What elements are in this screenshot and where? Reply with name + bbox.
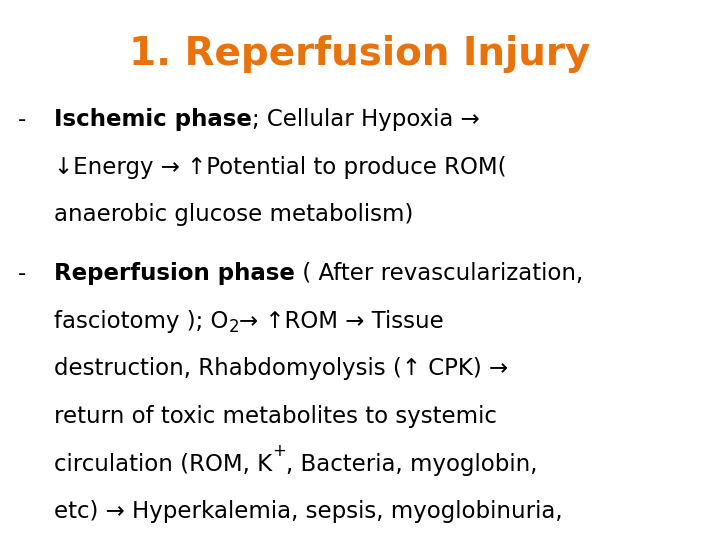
Text: 1. Reperfusion Injury: 1. Reperfusion Injury	[130, 35, 590, 73]
Text: return of toxic metabolites to systemic: return of toxic metabolites to systemic	[54, 405, 497, 428]
Text: ; Cellular Hypoxia →: ; Cellular Hypoxia →	[252, 108, 480, 131]
Text: ( After revascularization,: ( After revascularization,	[295, 262, 583, 286]
Text: Reperfusion phase: Reperfusion phase	[54, 262, 295, 286]
Text: anaerobic glucose metabolism): anaerobic glucose metabolism)	[54, 203, 413, 226]
Text: -: -	[18, 108, 26, 131]
Text: +: +	[272, 442, 286, 460]
Text: fasciotomy ); O: fasciotomy ); O	[54, 310, 228, 333]
Text: ↓Energy → ↑Potential to produce ROM(: ↓Energy → ↑Potential to produce ROM(	[54, 156, 507, 179]
Text: → ↑ROM → Tissue: → ↑ROM → Tissue	[239, 310, 444, 333]
Text: 2: 2	[228, 318, 239, 336]
Text: -: -	[18, 262, 26, 286]
Text: destruction, Rhabdomyolysis (↑ CPK) →: destruction, Rhabdomyolysis (↑ CPK) →	[54, 357, 508, 381]
Text: , Bacteria, myoglobin,: , Bacteria, myoglobin,	[286, 453, 538, 476]
Text: circulation (ROM, K: circulation (ROM, K	[54, 453, 272, 476]
Text: etc) → Hyperkalemia, sepsis, myoglobinuria,: etc) → Hyperkalemia, sepsis, myoglobinur…	[54, 500, 562, 523]
Text: Ischemic phase: Ischemic phase	[54, 108, 252, 131]
